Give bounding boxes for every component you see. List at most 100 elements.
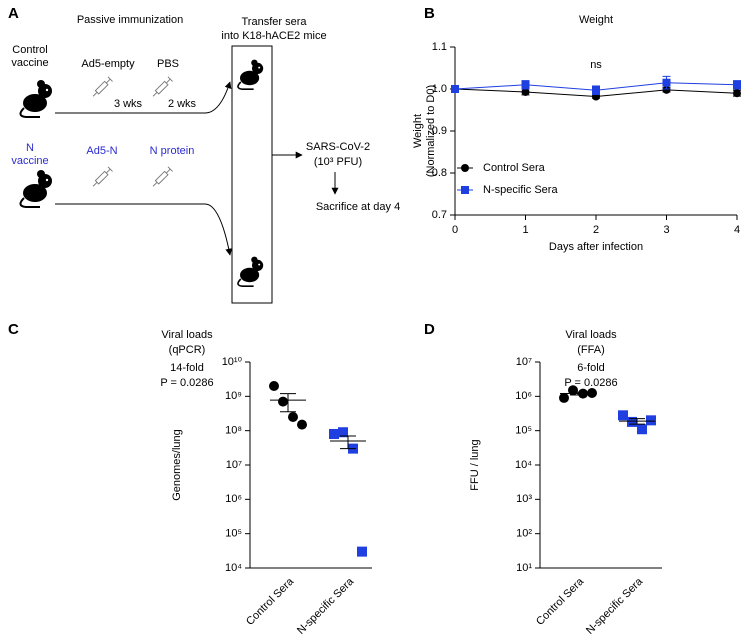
marker <box>288 412 298 423</box>
panel-label: B <box>424 5 435 22</box>
y-axis-label: (Normalized to D0) <box>425 85 437 177</box>
annotation: P = 0.0286 <box>564 377 617 389</box>
marker <box>329 428 339 439</box>
marker <box>451 85 459 93</box>
x-tick-label: N-specific Sera <box>295 575 357 637</box>
panel-a: A Passive immunization Transfer sera int… <box>8 5 400 304</box>
boost: PBS <box>157 58 179 70</box>
error-bar <box>570 391 586 396</box>
marker <box>269 380 279 391</box>
recipient-box <box>231 45 273 304</box>
boost: N protein <box>150 145 195 157</box>
y-axis-label: FFU / lung <box>469 439 481 490</box>
y-tick-label: 10¹ <box>516 562 532 574</box>
y-tick-label: 10⁵ <box>225 528 242 540</box>
x-tick-label: 3 <box>663 224 669 236</box>
transfer-text: Transfer sera <box>241 16 307 28</box>
marker <box>662 85 671 94</box>
y-tick-label: 10¹⁰ <box>222 356 243 368</box>
y-tick-label: 10⁶ <box>515 390 532 402</box>
mouse-icon <box>19 169 53 208</box>
syringe-icon <box>90 166 114 190</box>
annotation: 6-fold <box>577 362 605 374</box>
chart-title: Viral loads <box>565 329 617 341</box>
marker <box>461 186 469 194</box>
x-tick-label: 1 <box>522 224 528 236</box>
challenge: SARS-CoV-2 <box>306 141 370 153</box>
y-tick-label: 0.7 <box>432 209 447 221</box>
legend-label: Control Sera <box>483 162 546 174</box>
marker <box>733 89 741 98</box>
marker <box>297 419 307 430</box>
interval: 2 wks <box>168 98 197 110</box>
marker <box>646 415 656 426</box>
y-tick-label: 10⁷ <box>516 356 532 368</box>
endpoint: Sacrifice at day 4 <box>316 201 400 213</box>
y-tick-label: 10³ <box>516 493 532 505</box>
marker <box>618 410 628 421</box>
error-bar <box>629 418 645 425</box>
annotation: 14-fold <box>170 362 204 374</box>
x-tick-label: Control Sera <box>534 575 587 628</box>
panel-label: D <box>424 321 435 338</box>
prime: Ad5-N <box>86 145 117 157</box>
marker <box>521 87 530 96</box>
y-axis-label: Weight <box>412 114 424 148</box>
group-name: vaccine <box>11 57 48 69</box>
y-tick-label: 10⁸ <box>225 425 242 437</box>
legend-label: N-specific Sera <box>483 184 558 196</box>
marker <box>592 86 600 95</box>
y-tick-label: 1.1 <box>432 41 447 53</box>
y-tick-label: 0.9 <box>432 125 447 137</box>
y-tick-label: 10² <box>516 528 532 540</box>
y-tick-label: 1.0 <box>432 83 447 95</box>
y-tick-label: 10⁹ <box>225 390 242 402</box>
y-tick-label: 10⁷ <box>226 459 242 471</box>
chart-title: Weight <box>579 14 613 26</box>
mouse-icon <box>237 58 265 90</box>
challenge: (10³ PFU) <box>314 156 362 168</box>
marker <box>521 80 530 89</box>
y-tick-label: 10⁴ <box>225 562 242 574</box>
panel-label: C <box>8 321 19 338</box>
chart-title: Viral loads <box>161 329 213 341</box>
marker <box>338 427 348 438</box>
mouse-icon <box>237 255 265 287</box>
marker <box>357 546 367 557</box>
annotation: ns <box>590 59 602 71</box>
group-name: vaccine <box>11 155 48 167</box>
syringe-icon <box>150 76 174 100</box>
marker <box>278 396 288 407</box>
marker <box>568 385 578 396</box>
group-name: N <box>26 142 34 154</box>
y-tick-label: 10⁶ <box>225 493 242 505</box>
interval: 3 wks <box>114 98 143 110</box>
y-axis-label: Genomes/lung <box>171 429 183 501</box>
x-tick-label: 4 <box>734 224 740 236</box>
prime: Ad5-empty <box>81 58 135 70</box>
mouse-icon <box>19 79 53 118</box>
flow-arrow <box>55 81 232 114</box>
header: Passive immunization <box>77 14 183 26</box>
marker <box>733 80 741 89</box>
group-name: Control <box>12 44 47 56</box>
marker <box>627 416 637 427</box>
syringe-icon <box>150 166 174 190</box>
annotation: P = 0.0286 <box>160 377 213 389</box>
marker <box>461 164 469 172</box>
x-tick-label: N-specific Sera <box>584 575 646 637</box>
error-bar <box>280 393 296 413</box>
marker <box>637 424 647 435</box>
x-tick-label: 0 <box>452 224 458 236</box>
flow-arrow <box>55 203 233 256</box>
x-tick-label: Control Sera <box>244 575 297 628</box>
error-bar <box>340 435 356 450</box>
y-tick-label: 10⁵ <box>515 425 532 437</box>
x-axis-label: Days after infection <box>549 241 643 253</box>
chart-title: (FFA) <box>577 344 605 356</box>
syringe-icon <box>90 76 114 100</box>
marker <box>559 392 569 403</box>
panel-label: A <box>8 5 19 22</box>
x-tick-label: 2 <box>593 224 599 236</box>
